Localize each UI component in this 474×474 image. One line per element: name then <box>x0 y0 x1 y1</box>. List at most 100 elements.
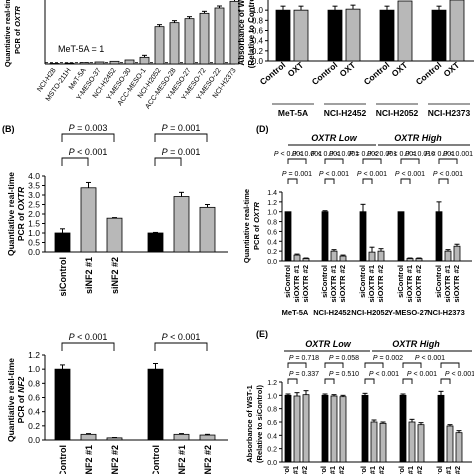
e-xtick-label: #1 <box>444 466 453 474</box>
e-bar <box>379 422 387 463</box>
d-xtick-label: siOXTR #2 <box>376 265 385 303</box>
ar-bar <box>397 0 413 62</box>
d-group-label: Y-MESO-27 <box>388 308 428 317</box>
d-bar <box>444 250 452 262</box>
e-p-value-bottom: P < 0.001 <box>407 371 437 378</box>
d-p-value-top: P < 0.001 <box>329 151 359 158</box>
d-bracket-top <box>287 158 307 164</box>
d-tick-label: 0.2 <box>267 249 277 256</box>
b-bar <box>106 217 123 253</box>
ar-group-label: NCI-H2452 <box>324 108 367 118</box>
y-label-line1: Absorbance of WS <box>237 0 246 66</box>
a-bar <box>154 26 165 65</box>
e-bar <box>399 394 407 463</box>
d-panel-label: (D) <box>256 124 269 134</box>
ar-tick-label: 1.0 <box>252 6 264 15</box>
ar-bar <box>293 9 309 62</box>
a-bar <box>64 62 75 65</box>
b-bar <box>54 232 71 253</box>
e-tick-label: 0.0 <box>267 460 277 467</box>
d-p-value-bottom: P = 0.001 <box>282 171 312 178</box>
d-p-value-bottom: P < 0.001 <box>319 171 349 178</box>
e-bar <box>284 394 292 463</box>
y-label-line2: PCR of OXTR <box>13 5 22 54</box>
e-p-value-top: P < 0.001 <box>415 355 445 362</box>
e-tick-label: 0.8 <box>267 407 277 414</box>
ar-xtick-label: Control <box>362 60 392 87</box>
d-bar <box>368 251 376 262</box>
d-xtick-label: siOXTR #2 <box>452 265 461 303</box>
ar-group-label: NCI-H2052 <box>376 108 419 118</box>
c-xtick-label: siNF2 #2 <box>203 445 213 474</box>
d-xtick-label: siOXTR #1 <box>329 265 338 303</box>
b-tick-label: 3.5 <box>28 181 40 191</box>
d-bar <box>321 211 329 262</box>
b-bracket-outer-2 <box>154 133 208 142</box>
d-p-value-top: P < 0.001 <box>387 151 417 158</box>
e-bracket-top <box>287 362 307 368</box>
d-bar <box>293 254 301 262</box>
b-tick-label: 2.0 <box>28 209 40 219</box>
d-bar <box>339 255 347 262</box>
ar-group-label: NCI-H2373 <box>428 108 471 118</box>
ar-tick-label: 0.6 <box>252 27 264 36</box>
a-bar <box>109 60 120 65</box>
ar-bar <box>275 9 291 62</box>
e-xtick-label: rol <box>359 466 368 474</box>
d-p-value-bottom: P < 0.001 <box>357 171 387 178</box>
y-axis-label: Quantiative real-time PCR of OXTR <box>3 0 22 67</box>
b-tick-label: 0.0 <box>28 247 40 257</box>
c-bar <box>80 433 97 441</box>
y-label-line2: PCR of OXTR <box>16 186 26 241</box>
e-bracket-bottom <box>364 378 375 384</box>
e-p-value-top: P = 0.058 <box>329 355 359 362</box>
y-axis-label: Absorbance of WS (Relative to Control) <box>237 0 256 68</box>
a-bar <box>184 18 195 65</box>
e-tick-label: 0.6 <box>267 420 277 427</box>
a-bar <box>49 63 60 65</box>
e-tick-label: 0.4 <box>267 433 277 440</box>
b-tick-label: 1.5 <box>28 219 40 229</box>
b-p-value: P < 0.001 <box>69 147 108 157</box>
c-bracket-1 <box>61 342 115 351</box>
b-bar <box>147 232 164 253</box>
b-bar <box>80 187 97 253</box>
d-xtick-label: siControl <box>358 265 367 298</box>
e-xtick-label: rol <box>319 466 328 474</box>
ar-bar <box>431 9 447 62</box>
d-bar <box>435 211 443 262</box>
c-tick-label: 0.0 <box>28 435 40 445</box>
e-xtick-label: #1 <box>368 466 377 474</box>
y-label-line2: PCR of NF2 <box>16 376 26 423</box>
d-bar <box>406 258 414 262</box>
y-label-line1: Absorbance of WST-1 <box>245 385 254 463</box>
e-bar <box>330 395 338 463</box>
e-xtick-label: #2 <box>300 466 309 474</box>
b-xtick-label: siNF2 #2 <box>110 257 120 294</box>
c-tick-label: 0.4 <box>28 407 40 417</box>
d-p-value-top: P < 0.001 <box>425 151 455 158</box>
b-bar <box>199 206 216 253</box>
d-p-value-top: P < 0.001 <box>292 151 322 158</box>
e-bar <box>417 424 425 463</box>
e-bar <box>446 425 454 463</box>
e-tick-label: 1.2 <box>267 380 277 387</box>
e-header-high: OXTR High <box>392 339 440 349</box>
d-p-value-bottom: P < 0.001 <box>433 171 463 178</box>
ar-tick-label: 0.0 <box>252 57 264 66</box>
e-bracket-bottom <box>402 378 413 384</box>
e-bar <box>339 396 347 463</box>
d-p-value-bottom: P < 0.001 <box>395 171 425 178</box>
c-bar <box>173 433 190 441</box>
c-tick-label: 1.2 <box>28 350 40 360</box>
b-p-value: P = 0.001 <box>162 147 201 157</box>
e-xtick-label: rol <box>282 466 291 474</box>
c-tick-label: 0.6 <box>28 393 40 403</box>
e-bar <box>370 421 378 463</box>
d-p-value-top: P < 0.001 <box>274 151 304 158</box>
d-bracket-top <box>438 158 458 164</box>
e-p-value-top: P = 0.718 <box>289 355 319 362</box>
e-p-value-top: P = 0.002 <box>373 355 403 362</box>
e-header-low: OXTR Low <box>305 339 351 349</box>
